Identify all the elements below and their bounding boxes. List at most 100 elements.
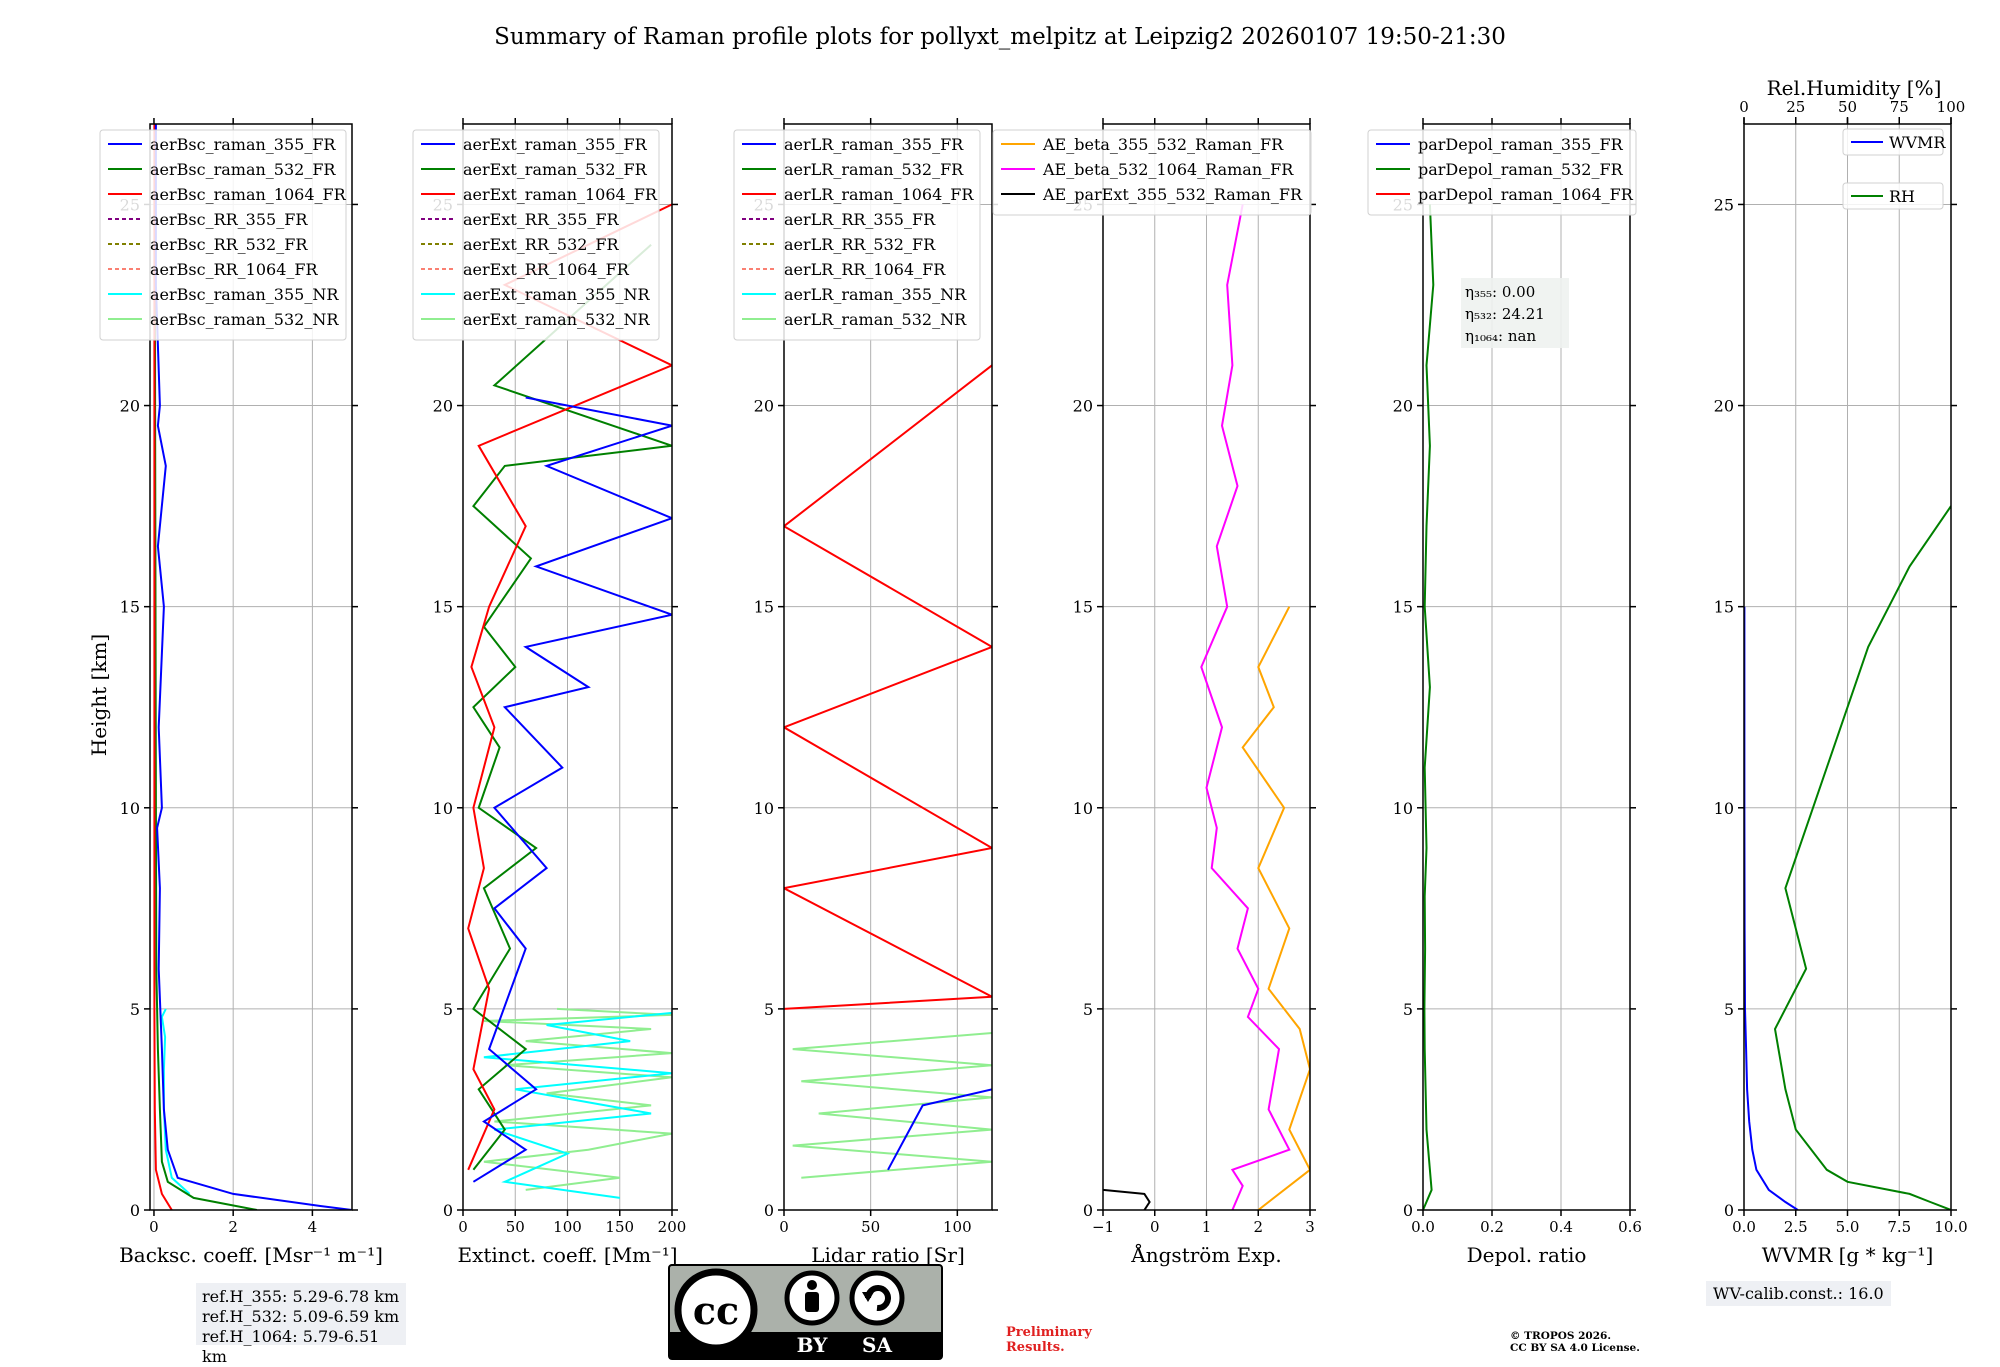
bsc-series-aerBsc_raman_1064_FR bbox=[153, 124, 173, 1210]
ext-ytick-label-3: 15 bbox=[433, 598, 453, 617]
lr-legend-label-6: aerLR_raman_355_NR bbox=[784, 285, 967, 304]
ext-xtick-label-4: 200 bbox=[658, 1218, 687, 1236]
ext-series-aerExt_raman_532_NR bbox=[483, 1007, 672, 1191]
wv-xtick-label-0: 0.0 bbox=[1732, 1218, 1756, 1236]
lr-xtick-label-0: 0 bbox=[779, 1218, 789, 1236]
ae-xtick-label-4: 3 bbox=[1305, 1218, 1315, 1236]
wv-ytick-label-5: 25 bbox=[1714, 195, 1734, 214]
dep-ytick-label-2: 10 bbox=[1393, 799, 1413, 818]
panel-bsc: 0240510152025Backsc. coeff. [Msr⁻¹ m⁻¹]a… bbox=[99, 118, 383, 1267]
dep-ytick-label-4: 20 bbox=[1393, 397, 1413, 416]
bsc-frame bbox=[149, 123, 353, 1211]
figure-title: Summary of Raman profile plots for polly… bbox=[494, 24, 1506, 50]
preliminary-line-2: Results. bbox=[1006, 1340, 1065, 1355]
lr-legend-label-4: aerLR_RR_532_FR bbox=[784, 235, 936, 254]
lr-series-group bbox=[784, 364, 992, 1179]
wv-xtick-label-1: 2.5 bbox=[1784, 1218, 1808, 1236]
ext-series-group bbox=[467, 203, 672, 1199]
ext-ytick-label-0: 0 bbox=[443, 1201, 453, 1220]
bsc-series-aerBsc_raman_355_FR bbox=[154, 124, 352, 1210]
bsc-ytick-label-3: 15 bbox=[120, 598, 140, 617]
ext-legend-label-4: aerExt_RR_532_FR bbox=[463, 235, 620, 254]
wv-top-axis-label: Rel.Humidity [%] bbox=[1767, 76, 1942, 100]
bsc-xtick-label-0: 0 bbox=[149, 1218, 159, 1236]
ae-ytick-label-1: 5 bbox=[1083, 1000, 1093, 1019]
lr-xlabel: Lidar ratio [Sr] bbox=[811, 1243, 965, 1267]
ext-ytick-label-1: 5 bbox=[443, 1000, 453, 1019]
license-sa: SA bbox=[862, 1333, 892, 1357]
wv-top-tick-label-3: 75 bbox=[1890, 98, 1909, 116]
ae-legend-label-1: AE_beta_532_1064_Raman_FR bbox=[1042, 160, 1294, 179]
ext-legend-label-0: aerExt_raman_355_FR bbox=[463, 135, 648, 154]
copyright-note: © TROPOS 2026. CC BY SA 4.0 License. bbox=[1510, 1330, 1640, 1354]
bsc-series-aerBsc_raman_355_NR bbox=[160, 1008, 191, 1195]
dep-xtick-label-1: 0.2 bbox=[1480, 1218, 1504, 1236]
lr-legend-label-7: aerLR_raman_532_NR bbox=[784, 310, 967, 329]
bsc-legend-label-0: aerBsc_raman_355_FR bbox=[150, 135, 336, 154]
wv-top-tick-label-2: 50 bbox=[1838, 98, 1857, 116]
ext-legend: aerExt_raman_355_FR aerExt_raman_532_FRae… bbox=[412, 129, 660, 341]
wv-top-tick-label-1: 25 bbox=[1786, 98, 1805, 116]
bsc-ytick-label-4: 20 bbox=[120, 397, 140, 416]
dep-ytick-label-3: 15 bbox=[1393, 598, 1413, 617]
lr-ytick-label-4: 20 bbox=[754, 397, 774, 416]
wv-legend-label-0: WVMR bbox=[1889, 133, 1946, 152]
ext-xtick-label-1: 50 bbox=[506, 1218, 525, 1236]
dep-series-group bbox=[1423, 204, 1435, 1210]
bsc-xtick-label-2: 4 bbox=[308, 1218, 318, 1236]
ae-series-AE_beta_355_532_Raman_FR bbox=[1241, 606, 1310, 1210]
bsc-legend-label-1: aerBsc_raman_532_FR bbox=[150, 160, 336, 179]
wv-ytick-label-0: 0 bbox=[1724, 1201, 1734, 1220]
dep-eta-line-1: η₅₃₂: 24.21 bbox=[1465, 305, 1545, 323]
panel-ext: 0501001502000510152025Extinct. coeff. [M… bbox=[412, 118, 687, 1267]
ae-series-AE_parExt_355_532_Raman_FR bbox=[1103, 1188, 1151, 1210]
ext-ytick-label-4: 20 bbox=[433, 397, 453, 416]
ae-xtick-label-1: 0 bbox=[1150, 1218, 1160, 1236]
ae-ytick-label-4: 20 bbox=[1073, 397, 1093, 416]
reference-height-box: ref.H_355: 5.29-6.78 km ref.H_532: 5.09-… bbox=[196, 1283, 406, 1366]
wv-top-tick-label-4: 100 bbox=[1937, 98, 1966, 116]
dep-legend-label-2: parDepol_raman_1064_FR bbox=[1418, 185, 1634, 204]
preliminary-note: Preliminary Results. bbox=[1006, 1325, 1092, 1355]
ref-height-1064: ref.H_1064: 5.79-6.51 km bbox=[202, 1327, 380, 1366]
dep-eta-line-0: η₃₅₅: 0.00 bbox=[1465, 283, 1535, 301]
wv-xtick-label-3: 7.5 bbox=[1887, 1218, 1911, 1236]
lr-legend-label-0: aerLR_raman_355_FR bbox=[784, 135, 964, 154]
dep-frame bbox=[1422, 123, 1631, 1211]
wv-xlabel: WVMR [g * kg⁻¹] bbox=[1762, 1243, 1934, 1267]
wv-xtick-label-2: 5.0 bbox=[1836, 1218, 1860, 1236]
ae-legend: AE_beta_355_532_Raman_FR AE_beta_532_1064… bbox=[992, 129, 1312, 216]
cc-by-sa-logo: cc BY SA bbox=[668, 1264, 943, 1360]
lr-ytick-label-1: 5 bbox=[764, 1000, 774, 1019]
ae-ytick-label-2: 10 bbox=[1073, 799, 1093, 818]
wv-ytick-label-4: 20 bbox=[1714, 397, 1734, 416]
dep-legend-box bbox=[1367, 129, 1637, 216]
ext-ytick-label-2: 10 bbox=[433, 799, 453, 818]
license-by: BY bbox=[797, 1333, 829, 1357]
ae-xlabel: Ångström Exp. bbox=[1130, 1242, 1281, 1267]
bsc-legend-label-6: aerBsc_raman_355_NR bbox=[150, 285, 339, 304]
panel-ae: −101230510152025Ångström Exp.AE_beta_355… bbox=[992, 118, 1316, 1267]
lr-series-aerLR_raman_355_FR bbox=[887, 1088, 992, 1171]
dep-series-parDepol_raman_532_FR bbox=[1423, 204, 1435, 1210]
lr-legend-label-3: aerLR_RR_355_FR bbox=[784, 210, 936, 229]
wv-xtick-label-4: 10.0 bbox=[1934, 1218, 1967, 1236]
dep-xtick-label-2: 0.4 bbox=[1549, 1218, 1573, 1236]
bsc-series-group bbox=[153, 124, 352, 1210]
lr-ytick-label-3: 15 bbox=[754, 598, 774, 617]
ext-legend-label-2: aerExt_raman_1064_FR bbox=[463, 185, 658, 204]
bsc-legend-label-2: aerBsc_raman_1064_FR bbox=[150, 185, 347, 204]
ref-height-355: ref.H_355: 5.29-6.78 km bbox=[202, 1287, 400, 1306]
ext-legend-label-7: aerExt_raman_532_NR bbox=[463, 310, 651, 329]
ref-height-532: ref.H_532: 5.09-6.59 km bbox=[202, 1307, 400, 1326]
dep-legend: parDepol_raman_355_FR parDepol_raman_532_… bbox=[1367, 129, 1637, 216]
wv-ytick-label-1: 5 bbox=[1724, 1000, 1734, 1019]
ext-legend-label-6: aerExt_raman_355_NR bbox=[463, 285, 651, 304]
ext-series-aerExt_raman_532_FR bbox=[472, 243, 672, 1171]
y-axis-label: Height [km] bbox=[87, 634, 111, 756]
ae-xtick-label-0: −1 bbox=[1092, 1218, 1114, 1236]
dep-ytick-label-1: 5 bbox=[1403, 1000, 1413, 1019]
lr-legend-label-5: aerLR_RR_1064_FR bbox=[784, 260, 946, 279]
bsc-ytick-label-1: 5 bbox=[130, 1000, 140, 1019]
copyright-line-1: © TROPOS 2026. bbox=[1510, 1330, 1612, 1342]
